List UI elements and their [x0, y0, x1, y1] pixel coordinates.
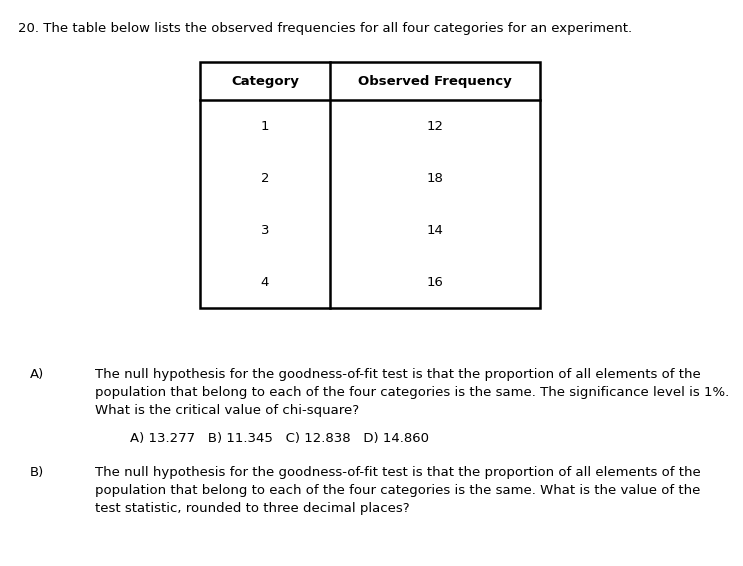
Text: 12: 12 — [426, 119, 444, 132]
Text: 1: 1 — [261, 119, 269, 132]
Text: 3: 3 — [261, 224, 269, 237]
Text: Category: Category — [231, 75, 299, 88]
Text: 14: 14 — [426, 224, 444, 237]
Text: The null hypothesis for the goodness-of-fit test is that the proportion of all e: The null hypothesis for the goodness-of-… — [95, 368, 701, 381]
Text: 18: 18 — [426, 171, 444, 185]
Text: 4: 4 — [261, 276, 269, 289]
Text: Observed Frequency: Observed Frequency — [358, 75, 512, 88]
Text: 20. The table below lists the observed frequencies for all four categories for a: 20. The table below lists the observed f… — [18, 22, 632, 35]
Bar — [200, 62, 540, 308]
Text: test statistic, rounded to three decimal places?: test statistic, rounded to three decimal… — [95, 502, 409, 515]
Text: A): A) — [30, 368, 45, 381]
Text: 2: 2 — [261, 171, 269, 185]
Text: What is the critical value of chi-square?: What is the critical value of chi-square… — [95, 404, 359, 417]
Text: The null hypothesis for the goodness-of-fit test is that the proportion of all e: The null hypothesis for the goodness-of-… — [95, 466, 701, 479]
Text: B): B) — [30, 466, 45, 479]
Text: population that belong to each of the four categories is the same. What is the v: population that belong to each of the fo… — [95, 484, 701, 497]
Text: population that belong to each of the four categories is the same. The significa: population that belong to each of the fo… — [95, 386, 729, 399]
Text: 16: 16 — [426, 276, 444, 289]
Text: A) 13.277   B) 11.345   C) 12.838   D) 14.860: A) 13.277 B) 11.345 C) 12.838 D) 14.860 — [130, 432, 429, 445]
